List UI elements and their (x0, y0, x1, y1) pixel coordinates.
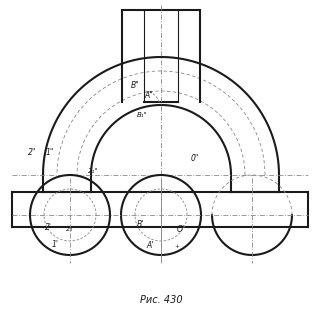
Text: 2': 2' (45, 223, 52, 232)
Text: 0": 0" (191, 154, 199, 163)
Text: O': O' (177, 225, 185, 234)
Text: A': A' (146, 241, 153, 250)
Text: 2₁': 2₁' (66, 226, 75, 232)
Text: Рис. 430: Рис. 430 (140, 295, 182, 305)
Text: B': B' (137, 220, 144, 229)
Text: 2": 2" (28, 148, 36, 157)
Text: 1': 1' (52, 240, 59, 249)
Text: 1": 1" (46, 148, 54, 157)
Text: B": B" (131, 81, 140, 90)
Text: +: + (175, 243, 179, 249)
Text: A": A" (144, 91, 153, 100)
Text: B₁": B₁" (137, 112, 148, 118)
Text: 2₁": 2₁" (88, 168, 99, 174)
